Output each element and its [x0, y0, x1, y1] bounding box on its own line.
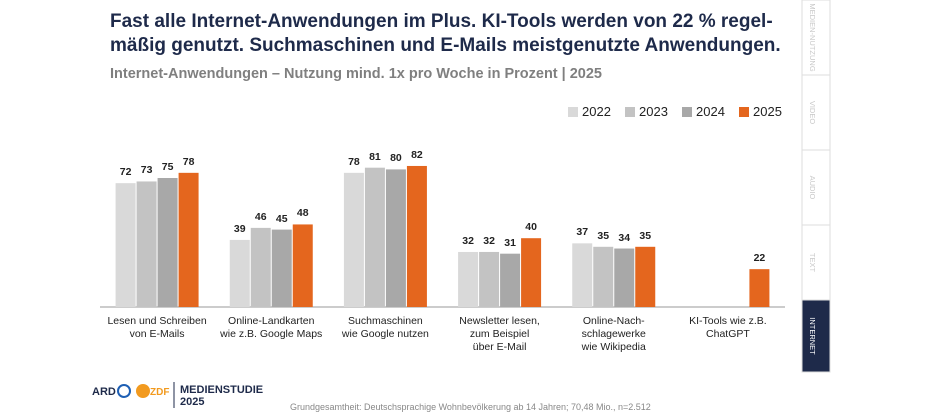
footnote: Grundgesamtheit: Deutschsprachige Wohnbe… [290, 402, 651, 412]
bar [521, 238, 542, 307]
value-label: 78 [348, 155, 360, 168]
legend-label: 2024 [696, 104, 725, 119]
logo-ard: ARD [92, 386, 116, 398]
bar [635, 246, 656, 307]
tab [801, 0, 831, 76]
tab-label: MEDIEN-NUTZUNG [808, 3, 817, 71]
legend-swatch [682, 107, 692, 117]
tab-label: AUDIO [808, 176, 817, 200]
legend-swatch [568, 107, 578, 117]
bar [136, 181, 157, 307]
brand-name: MEDIENSTUDIE [180, 384, 264, 396]
value-label: 35 [639, 229, 652, 242]
category-label: Online-Nach- schlagewerke wie Wikipedia [581, 315, 646, 353]
value-label: 35 [597, 229, 610, 242]
value-label: 46 [254, 210, 267, 223]
value-label: 37 [576, 226, 589, 239]
value-label: 32 [483, 234, 495, 247]
bar [178, 172, 199, 307]
value-label: 75 [161, 161, 174, 173]
brand: MEDIENSTUDIE 2025 [180, 384, 263, 408]
value-label: 40 [525, 221, 537, 234]
value-label: 78 [182, 155, 195, 168]
value-label: 31 [504, 236, 516, 249]
category-label: KI-Tools wie z.B. ChatGPT [689, 315, 767, 340]
bar [500, 253, 521, 307]
subtitle: Internet-Anwendungen – Nutzung mind. 1x … [110, 66, 602, 82]
value-label: 34 [618, 231, 631, 244]
title: Fast alle Internet-Anwendungen im Plus. … [110, 11, 781, 56]
legend-swatch [739, 107, 749, 117]
category-label: Suchmaschinen wie Google nutzen [341, 315, 429, 340]
bar [385, 169, 406, 307]
bar [364, 167, 385, 307]
category-label: Online-Landkarten wie z.B. Google Maps [220, 315, 323, 340]
value-label: 45 [275, 212, 288, 225]
bar [593, 246, 614, 307]
legend-label: 2023 [639, 104, 668, 119]
value-label: 73 [140, 164, 153, 177]
tab-label: VIDEO [808, 101, 817, 125]
tab-active [801, 299, 831, 373]
tab [801, 74, 831, 151]
logo-zdf: ZDF [150, 387, 169, 398]
value-label: 82 [411, 148, 423, 161]
bar [572, 243, 593, 307]
bar [406, 165, 427, 307]
tab-label: INTERNET [808, 317, 817, 355]
legend-label: 2022 [582, 104, 611, 119]
brand-year: 2025 [180, 396, 205, 408]
value-label: 22 [753, 252, 766, 265]
bar [250, 227, 271, 307]
category-label: Lesen und Schreiben von E-Mails [107, 315, 207, 340]
bar [115, 183, 136, 307]
legend-swatch [625, 107, 635, 117]
bar [271, 229, 292, 307]
bar [479, 251, 500, 307]
bar [292, 224, 313, 307]
bar [229, 239, 250, 307]
bar [749, 269, 770, 307]
value-label: 39 [233, 222, 246, 235]
logo-zdf-mark [136, 384, 150, 398]
value-label: 48 [296, 207, 309, 220]
bar [157, 178, 178, 307]
bar [343, 172, 364, 307]
bar [614, 248, 635, 307]
tab-label: TEXT [808, 253, 817, 273]
tab [801, 224, 831, 301]
category-label: Newsletter lesen, zum Beispiel über E-Ma… [459, 315, 540, 353]
legend-label: 2025 [753, 104, 782, 119]
value-label: 80 [390, 152, 402, 165]
value-label: 72 [119, 166, 132, 179]
value-label: 32 [462, 234, 474, 247]
bar [458, 251, 479, 307]
value-label: 81 [369, 150, 381, 163]
logo-ard-mark [117, 384, 131, 398]
